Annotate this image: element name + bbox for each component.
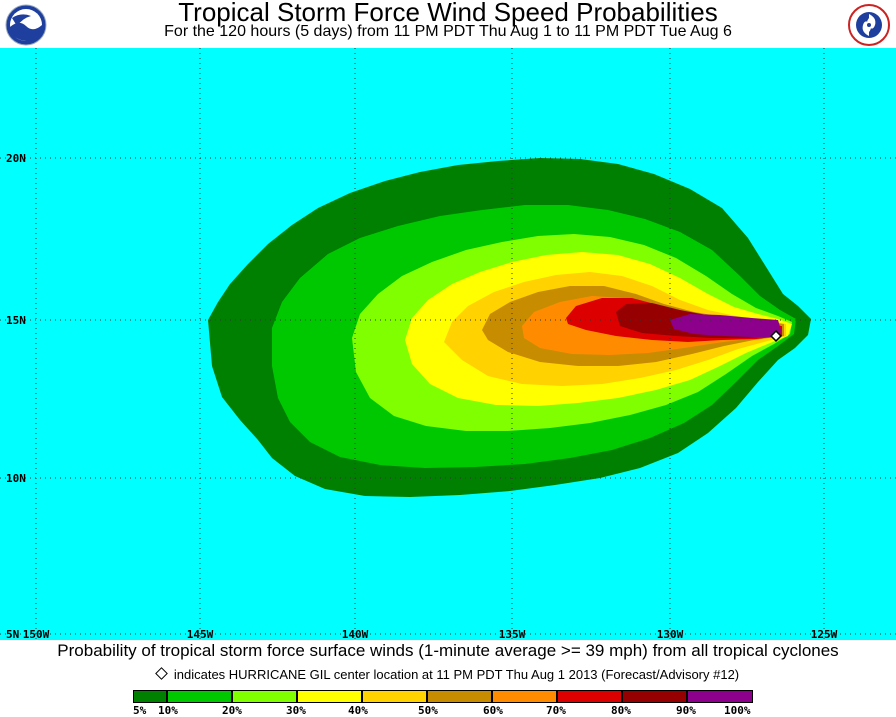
- legend-swatch: [297, 690, 362, 703]
- legend-label: 60%: [483, 704, 503, 717]
- legend-swatch: [133, 690, 167, 703]
- latitude-label: 10N: [6, 472, 26, 485]
- latitude-label: 20N: [6, 152, 26, 165]
- legend-label: 70%: [546, 704, 566, 717]
- probability-contours: [208, 158, 811, 497]
- legend-swatch: [687, 690, 753, 703]
- marker-note: indicates HURRICANE GIL center location …: [0, 667, 896, 682]
- longitude-label: 150W: [23, 628, 50, 640]
- page-subtitle: For the 120 hours (5 days) from 11 PM PD…: [164, 23, 732, 40]
- legend-label: 50%: [418, 704, 438, 717]
- longitude-label: 135W: [499, 628, 526, 640]
- legend-label: 10%: [158, 704, 178, 717]
- legend-label: 5%: [133, 704, 147, 717]
- latitude-label: 15N: [6, 314, 26, 327]
- legend-swatch: [492, 690, 557, 703]
- legend-swatch: [362, 690, 427, 703]
- national-weather-service-logo: [848, 4, 890, 46]
- legend-swatch: [427, 690, 492, 703]
- map-canvas: 20N 15N 10N 5N 150W 145W 140W 135W 130W 125W: [0, 48, 896, 641]
- legend-swatch: [167, 690, 232, 703]
- legend-swatch: [622, 690, 687, 703]
- legend-label: 30%: [286, 704, 306, 717]
- lat-lon-grid: [0, 48, 896, 640]
- marker-note-text: indicates HURRICANE GIL center location …: [173, 667, 740, 682]
- contour-90pct: [670, 314, 781, 337]
- legend-label: 20%: [222, 704, 242, 717]
- longitude-label: 140W: [342, 628, 369, 640]
- legend-label: 100%: [724, 704, 751, 717]
- legend-swatch: [232, 690, 297, 703]
- storm-center-marker: [769, 329, 783, 343]
- legend-label: 90%: [676, 704, 696, 717]
- noaa-logo: [5, 4, 47, 46]
- header: Tropical Storm Force Wind Speed Probabil…: [0, 0, 896, 48]
- legend-label: 40%: [348, 704, 368, 717]
- diamond-icon: [154, 667, 168, 680]
- longitude-label: 125W: [811, 628, 838, 640]
- probability-map: 20N 15N 10N 5N 150W 145W 140W 135W 130W 125W: [0, 48, 896, 641]
- longitude-label: 130W: [657, 628, 684, 640]
- latitude-labels: 20N 15N 10N 5N: [6, 152, 26, 641]
- latitude-label: 5N: [6, 628, 19, 640]
- map-caption: Probability of tropical storm force surf…: [57, 641, 839, 660]
- color-legend: 5% 10% 20% 30% 40% 50% 60% 70% 80% 90% 100%: [0, 686, 896, 717]
- longitude-label: 145W: [187, 628, 214, 640]
- longitude-labels: 150W 145W 140W 135W 130W 125W: [23, 628, 838, 641]
- legend-swatch: [557, 690, 622, 703]
- legend-label: 80%: [611, 704, 631, 717]
- page-title: Tropical Storm Force Wind Speed Probabil…: [178, 0, 718, 27]
